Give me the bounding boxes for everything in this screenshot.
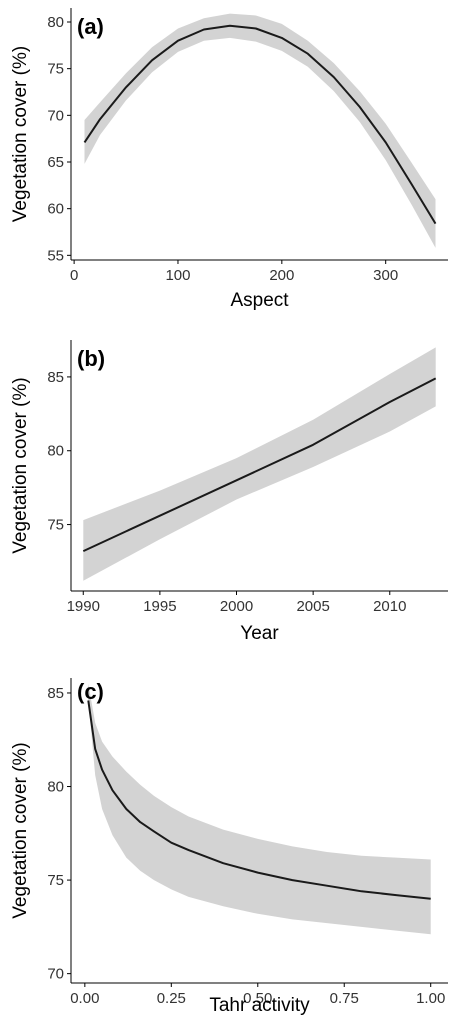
x-tick-label: 0.00 <box>70 990 99 1007</box>
panel-label: (b) <box>77 346 105 371</box>
y-tick-label: 85 <box>47 369 64 386</box>
x-tick-label: 0.25 <box>157 990 186 1007</box>
y-tick-label: 55 <box>47 247 64 264</box>
x-tick-label: 2005 <box>296 598 329 615</box>
x-axis-title: Year <box>240 623 279 644</box>
fitted-line <box>82 377 437 553</box>
y-tick-label: 80 <box>47 443 64 460</box>
x-tick-label: 1995 <box>143 598 176 615</box>
y-tick-label: 65 <box>47 154 64 171</box>
y-axis-title: Vegetation cover (%) <box>10 742 31 918</box>
x-tick-label: 1990 <box>67 598 100 615</box>
confidence-band <box>83 347 436 581</box>
panel-b: 1990 1995 2000 2005 2010 75 80 85 Year Vegetation… <box>10 340 448 644</box>
x-tick-label: 2000 <box>220 598 253 615</box>
x-axis-title: Aspect <box>230 290 289 311</box>
y-tick-label: 75 <box>47 872 64 889</box>
x-tick-label: 2010 <box>373 598 406 615</box>
panel-c: 0.00 0.25 0.50 0.75 1.00 70 75 80 85 Tahr activit… <box>10 678 448 1016</box>
x-axis-title: Tahr activity <box>209 995 310 1016</box>
fitted-line <box>83 24 437 225</box>
confidence-band <box>84 13 436 248</box>
x-tick-label: 0.50 <box>243 990 272 1007</box>
x-tick-label: 200 <box>269 267 294 284</box>
x-tick-label: 0.75 <box>330 990 359 1007</box>
fitted-line <box>87 700 431 900</box>
panel-label: (a) <box>77 14 104 39</box>
y-tick-label: 85 <box>47 685 64 702</box>
y-tick-label: 75 <box>47 517 64 534</box>
y-tick-label: 70 <box>47 966 64 983</box>
x-tick-label: 1.00 <box>416 990 445 1007</box>
y-tick-label: 70 <box>47 107 64 124</box>
panel-label: (c) <box>77 679 104 704</box>
y-tick-label: 75 <box>47 61 64 78</box>
x-tick-label: 0 <box>70 267 78 284</box>
x-tick-label: 300 <box>373 267 398 284</box>
x-tick-label: 100 <box>165 267 190 284</box>
confidence-band <box>88 683 431 935</box>
y-tick-label: 80 <box>47 14 64 31</box>
panel-a: 0 100 200 300 55 60 65 70 75 80 Aspect Vegetation c… <box>10 8 448 311</box>
y-tick-label: 60 <box>47 201 64 218</box>
y-tick-label: 80 <box>47 779 64 796</box>
y-axis-title: Vegetation cover (%) <box>10 46 31 222</box>
y-axis-title: Vegetation cover (%) <box>10 377 31 553</box>
